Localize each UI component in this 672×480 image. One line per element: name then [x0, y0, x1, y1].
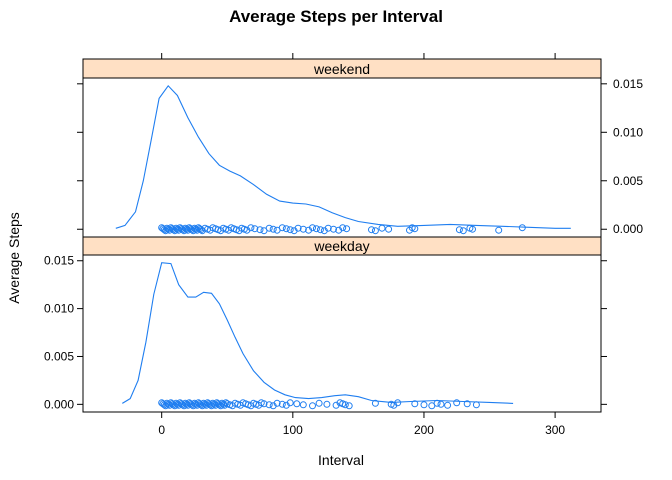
- data-point: [518, 224, 526, 232]
- data-point: [299, 401, 307, 409]
- data-point: [472, 401, 480, 409]
- y-tick-label: 0.000: [44, 397, 74, 411]
- data-point: [273, 399, 281, 407]
- data-point: [385, 225, 393, 233]
- y-tick-label: 0.005: [613, 174, 643, 188]
- data-point: [286, 399, 294, 407]
- data-point: [312, 225, 320, 233]
- data-point: [278, 400, 286, 408]
- data-point: [222, 399, 230, 407]
- axes-layer: 0 100 200 300: [158, 53, 565, 437]
- x-axis-label: Interval: [318, 452, 364, 468]
- data-point: [433, 399, 441, 407]
- data-point: [269, 225, 277, 233]
- y-tick-label: 0.015: [613, 77, 643, 91]
- panel-weekday: weekday 0.000 0.005 0.010 0.015: [44, 236, 607, 413]
- data-point: [453, 399, 461, 407]
- data-point: [495, 226, 503, 234]
- data-point: [286, 226, 294, 234]
- data-point: [455, 226, 463, 234]
- y-axis-label: Average Steps: [6, 212, 22, 304]
- data-point: [469, 225, 476, 233]
- data-point: [324, 224, 332, 232]
- chart-title: Average Steps per Interval: [229, 7, 443, 26]
- data-point: [316, 226, 324, 234]
- data-point: [265, 224, 273, 232]
- data-point: [330, 225, 337, 233]
- data-point: [343, 225, 351, 233]
- data-point: [339, 224, 347, 232]
- data-point: [341, 401, 349, 409]
- data-point: [309, 224, 316, 232]
- data-point: [437, 400, 445, 408]
- data-point: [459, 227, 467, 235]
- panels-layer: weekend 0.000 0.005 0.010 0.015 weekday 0.000 0…: [44, 58, 643, 413]
- data-point: [411, 225, 419, 233]
- data-point: [378, 224, 386, 232]
- panel-weekend: weekend 0.000 0.005 0.010 0.015: [77, 58, 643, 238]
- density-line-weekday: [122, 262, 514, 404]
- data-point: [315, 399, 323, 407]
- x-tick-label: 200: [414, 423, 434, 437]
- panel-frame-weekend: [82, 77, 602, 238]
- data-point: [265, 401, 273, 409]
- x-tick-label: 0: [158, 423, 165, 437]
- y-tick-label: 0.000: [613, 222, 643, 236]
- data-point: [251, 225, 259, 233]
- data-point: [371, 227, 379, 235]
- data-point: [368, 226, 375, 234]
- data-point: [260, 400, 268, 408]
- data-point: [411, 400, 419, 408]
- data-point: [371, 399, 379, 407]
- x-tick-label: 300: [545, 423, 565, 437]
- data-point: [463, 400, 471, 408]
- data-point: [323, 400, 331, 408]
- strip-label-weekend: weekend: [313, 61, 370, 77]
- data-point: [309, 402, 316, 410]
- data-point: [247, 224, 255, 232]
- panel-frame-weekday: [82, 254, 602, 413]
- y-tick-label: 0.015: [44, 254, 74, 268]
- data-point: [345, 402, 353, 410]
- data-point: [278, 224, 286, 232]
- data-point: [394, 399, 402, 407]
- data-point: [293, 400, 301, 408]
- data-point: [299, 225, 307, 233]
- data-point: [294, 224, 302, 232]
- density-line-weekend: [115, 84, 571, 229]
- data-point: [420, 401, 428, 409]
- x-tick-label: 100: [283, 423, 303, 437]
- y-tick-label: 0.010: [44, 302, 74, 316]
- y-tick-label: 0.005: [44, 349, 74, 363]
- data-point: [256, 226, 264, 234]
- data-point: [444, 401, 452, 409]
- y-tick-label: 0.010: [613, 125, 643, 139]
- strip-label-weekday: weekday: [313, 238, 369, 254]
- data-point: [282, 225, 290, 233]
- data-point: [197, 226, 205, 234]
